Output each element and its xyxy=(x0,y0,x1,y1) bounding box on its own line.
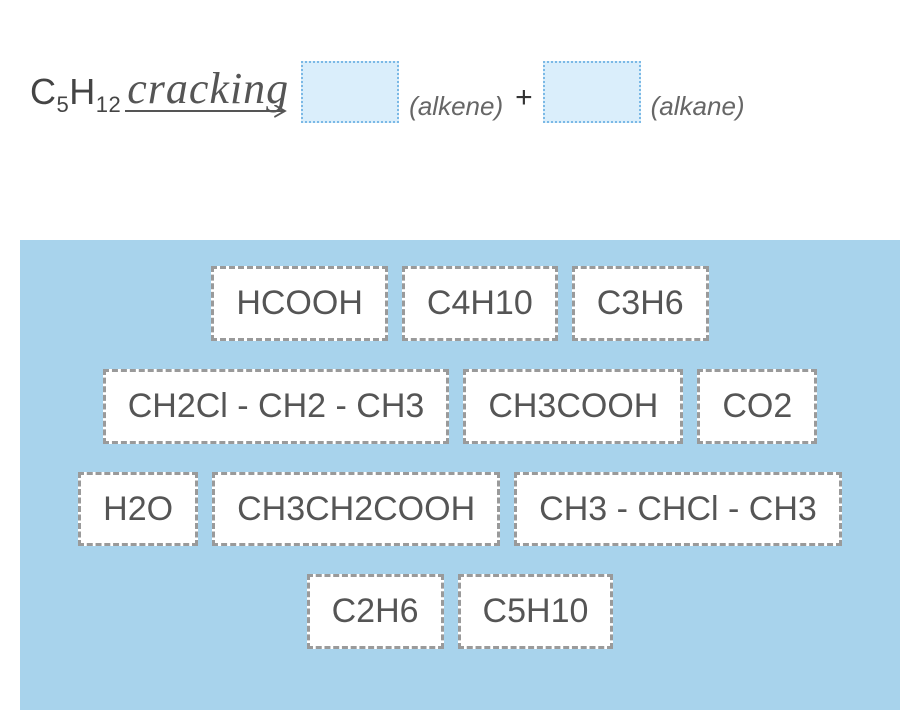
reactant-formula: C5H12 xyxy=(30,71,121,113)
equation-row: C5H12 cracking (alkene) + (alkane) xyxy=(30,52,751,132)
drop-slot-alkene[interactable] xyxy=(301,61,399,123)
label-alkane: (alkane) xyxy=(651,91,745,122)
reaction-arrow: cracking xyxy=(125,67,291,117)
answer-tile[interactable]: C2H6 xyxy=(307,574,444,649)
answer-bank: HCOOHC4H10C3H6 CH2Cl - CH2 - CH3CH3COOHCO… xyxy=(20,240,900,710)
answer-tile[interactable]: C3H6 xyxy=(572,266,709,341)
answer-tile[interactable]: HCOOH xyxy=(211,266,388,341)
answer-tile[interactable]: C5H10 xyxy=(458,574,614,649)
answer-tile[interactable]: CH3 - CHCl - CH3 xyxy=(514,472,842,547)
plus-sign: + xyxy=(515,81,533,115)
label-alkene: (alkene) xyxy=(409,91,503,122)
answer-tile[interactable]: H2O xyxy=(78,472,198,547)
answer-tile[interactable]: CO2 xyxy=(697,369,817,444)
answer-tile[interactable]: CH3COOH xyxy=(463,369,683,444)
answer-tile[interactable]: CH3CH2COOH xyxy=(212,472,500,547)
answer-tile[interactable]: CH2Cl - CH2 - CH3 xyxy=(103,369,450,444)
arrow-icon xyxy=(125,105,291,123)
answer-tile[interactable]: C4H10 xyxy=(402,266,558,341)
drop-slot-alkane[interactable] xyxy=(543,61,641,123)
